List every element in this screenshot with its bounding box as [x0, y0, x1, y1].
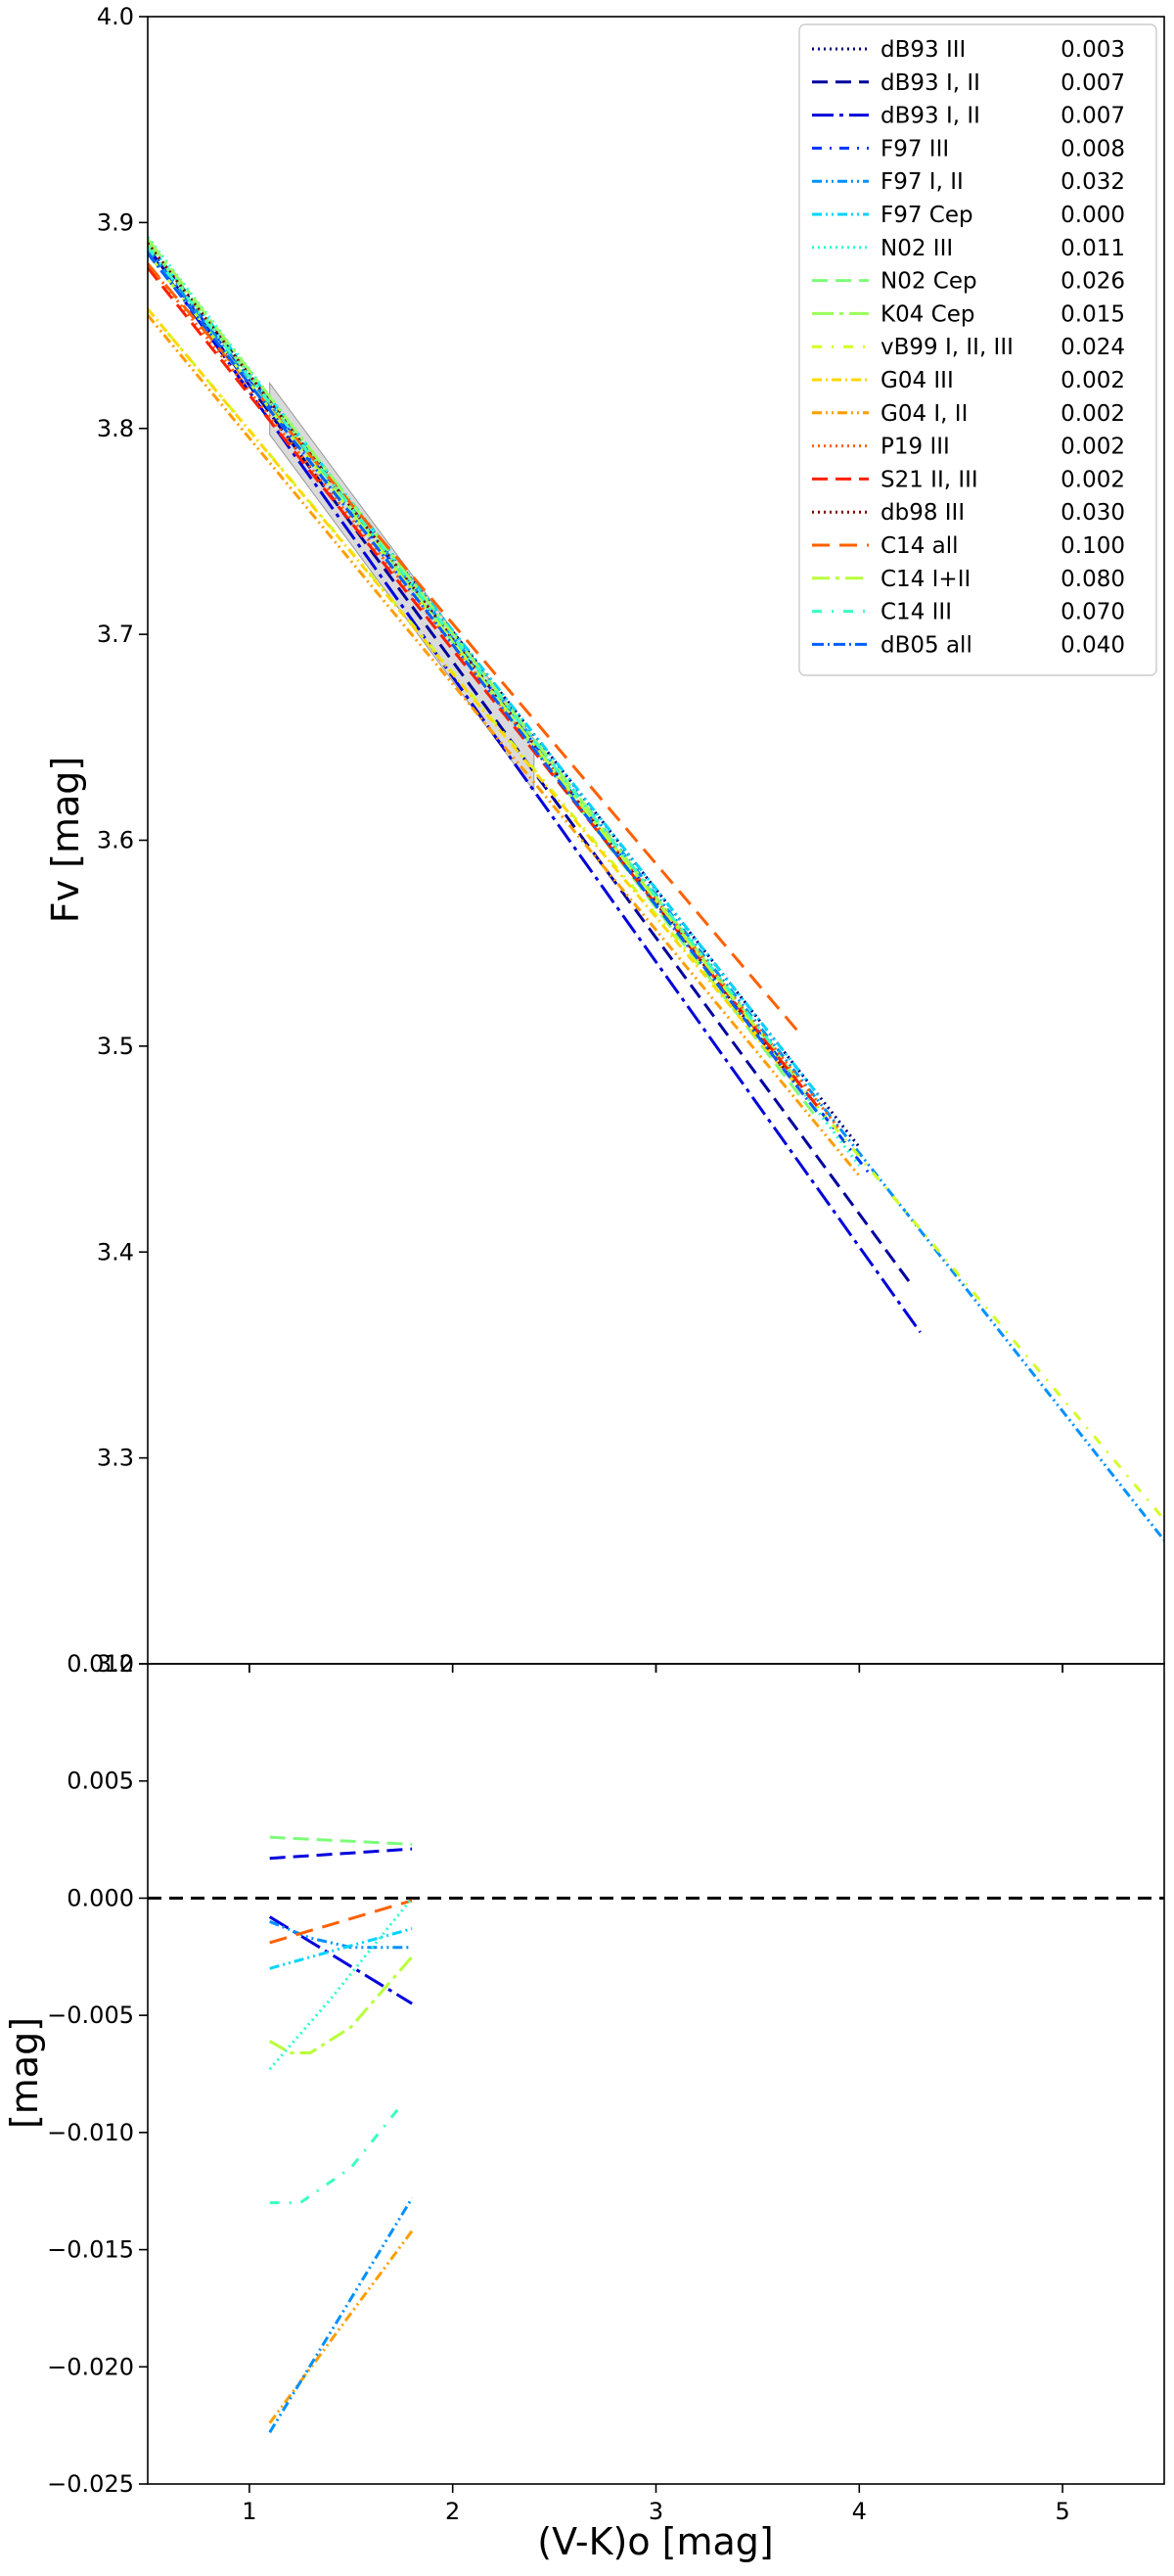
series-line-10: [148, 307, 1164, 1521]
legend-value: 0.040: [1061, 632, 1125, 658]
y-tick-label: 3.3: [97, 1445, 134, 1472]
series-line-1: [148, 244, 861, 1148]
residual-line-7: [268, 1897, 414, 2071]
series-line-12: [148, 314, 861, 1177]
legend-label: S21 II, III: [880, 467, 978, 492]
y-tick-label: 3.5: [97, 1033, 134, 1060]
legend-value: 0.026: [1061, 269, 1125, 295]
series-line-18: [148, 246, 780, 1054]
top-series-lines: [148, 236, 1164, 1541]
x-tick-label: 4: [852, 2498, 867, 2525]
legend-value: 0.024: [1061, 335, 1125, 360]
y-tick-label: 0.000: [67, 1884, 134, 1911]
legend-value: 0.011: [1061, 236, 1125, 261]
residual-line-5: [269, 1927, 413, 1970]
legend-label: K04 Cep: [880, 301, 974, 327]
y-tick-label: −0.020: [47, 2353, 134, 2380]
series-line-9: [148, 238, 800, 1082]
legend-value: 0.002: [1061, 467, 1125, 492]
legend-label: dB93 I, II: [880, 104, 980, 129]
legend-label: N02 III: [880, 236, 953, 261]
residual-line-6: [269, 1899, 413, 1945]
legend-value: 0.002: [1061, 401, 1125, 427]
y-tick-label: 0.005: [67, 1768, 134, 1795]
legend-label: C14 III: [880, 600, 952, 625]
residual-line-2: [269, 1835, 413, 1846]
series-line-17: [148, 253, 759, 1031]
residual-line-4: [269, 1919, 413, 1950]
x-tick-label: 1: [242, 2498, 256, 2525]
legend-value: 0.015: [1061, 301, 1125, 327]
y-tick-label: 3.2: [97, 1650, 134, 1678]
legend-label: G04 III: [880, 368, 954, 393]
bottom-y-ticks: −0.025 −0.020 −0.015 −0.010 −0.005 0.000 0.005…: [47, 1650, 148, 2498]
series-line-14: [148, 266, 820, 1109]
x-tick-label: 5: [1055, 2498, 1069, 2525]
legend: dB93 III 0.003 dB93 I, II 0.007 dB93 I, II 0.…: [798, 23, 1157, 676]
legend-value: 0.080: [1061, 567, 1125, 592]
y-tick-label: 4.0: [97, 3, 134, 30]
legend-label: dB93 III: [880, 37, 966, 63]
legend-box: [798, 23, 1157, 676]
residual-line-8: [268, 1955, 414, 2054]
top-y-ticks: 3.2 3.3 3.4 3.5 3.6 3.7 3.8 3.9 4.0: [97, 3, 148, 1678]
legend-value: 0.002: [1061, 435, 1125, 460]
legend-value: 0.030: [1061, 500, 1125, 526]
legend-label: dB05 all: [880, 632, 972, 658]
series-line-15: [148, 242, 800, 1088]
y-tick-label: 3.7: [97, 621, 134, 648]
residual-line-9: [269, 2103, 403, 2205]
legend-value: 0.003: [1061, 37, 1125, 63]
legend-label: dB93 I, II: [880, 70, 980, 96]
series-line-11: [148, 307, 800, 1088]
bottom-y-axis-label: [mag]: [3, 2017, 46, 2129]
bottom-x-ticks: 1 2 3 4 5: [242, 1664, 1070, 2525]
y-tick-label: 3.9: [97, 208, 134, 236]
x-tick-label: 2: [445, 2498, 460, 2525]
residual-line-11: [268, 2197, 414, 2434]
y-tick-label: 3.4: [97, 1238, 134, 1265]
legend-label: C14 all: [880, 533, 959, 559]
y-tick-label: −0.015: [47, 2236, 134, 2264]
series-line-6: [148, 242, 820, 1097]
y-tick-label: 0.010: [67, 1650, 134, 1678]
series-line-3: [148, 248, 922, 1334]
x-tick-label: 3: [649, 2498, 663, 2525]
legend-label: C14 I+II: [880, 567, 971, 592]
y-tick-label: −0.025: [47, 2470, 134, 2498]
legend-value: 0.007: [1061, 70, 1125, 96]
legend-label: F97 I, II: [880, 169, 964, 195]
series-line-19: [148, 253, 820, 1116]
residual-line-1: [269, 1847, 413, 1861]
top-y-axis-label: Fv [mag]: [44, 757, 87, 924]
legend-label: G04 I, II: [880, 401, 968, 427]
legend-value: 0.032: [1061, 169, 1125, 195]
legend-value: 0.007: [1061, 104, 1125, 129]
legend-label: N02 Cep: [880, 269, 977, 295]
bottom-panel: −0.025 −0.020 −0.015 −0.010 −0.005 0.000 0.005…: [3, 1650, 1165, 2563]
top-panel: 3.2 3.3 3.4 3.5 3.6 3.7 3.8 3.9 4.0 Fv [mag] dB9…: [44, 3, 1165, 1678]
y-tick-label: −0.005: [47, 2001, 134, 2029]
legend-label: F97 Cep: [880, 203, 973, 228]
legend-label: vB99 I, II, III: [880, 335, 1014, 360]
bottom-series-lines: [268, 1835, 414, 2434]
legend-label: F97 III: [880, 136, 949, 161]
legend-value: 0.070: [1061, 600, 1125, 625]
legend-label: db98 III: [880, 500, 965, 526]
legend-value: 0.100: [1061, 533, 1125, 559]
y-tick-label: 3.6: [97, 827, 134, 854]
legend-value: 0.008: [1061, 136, 1125, 161]
y-tick-label: 3.8: [97, 415, 134, 442]
legend-entries: dB93 III 0.003 dB93 I, II 0.007 dB93 I, II 0.…: [812, 37, 1125, 658]
y-tick-label: −0.010: [47, 2119, 134, 2146]
legend-value: 0.000: [1061, 203, 1125, 228]
x-axis-label: (V-K)o [mag]: [537, 2520, 773, 2563]
residual-line-10: [268, 2230, 414, 2424]
legend-value: 0.002: [1061, 368, 1125, 393]
legend-label: P19 III: [880, 435, 950, 460]
